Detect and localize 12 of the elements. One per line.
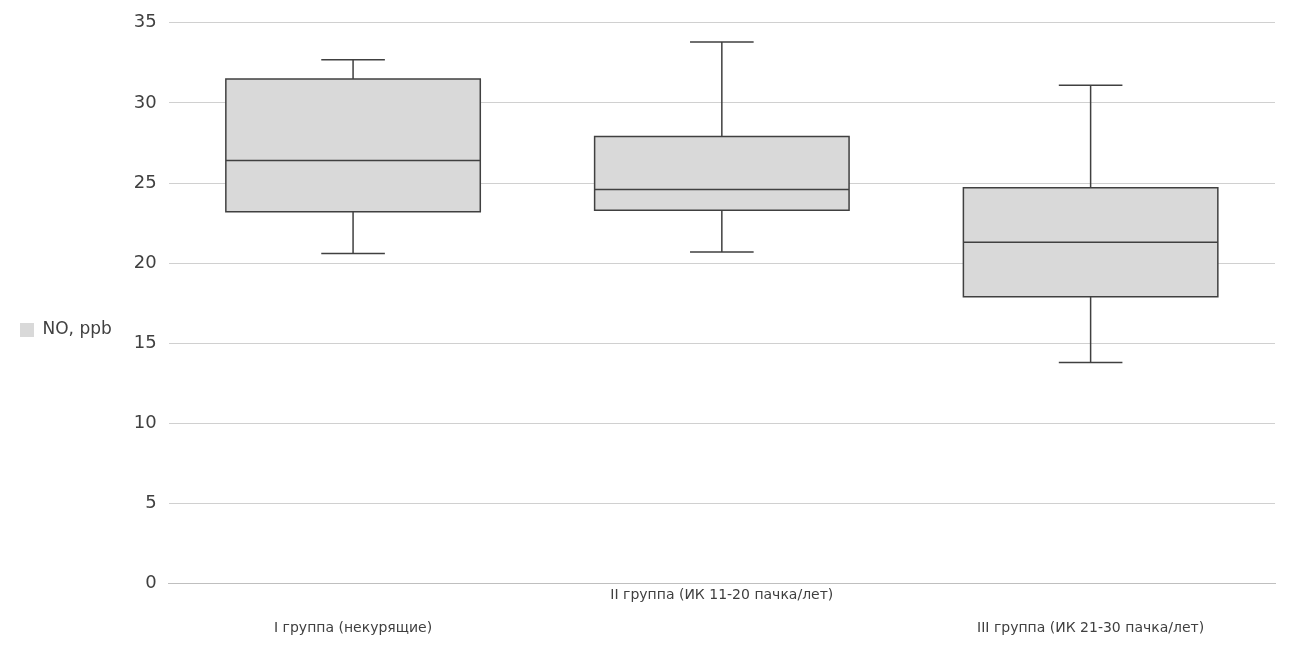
y-tick-label: 0	[145, 571, 157, 593]
y-tick-label: 15	[133, 330, 157, 352]
y-tick-label: 5	[145, 491, 157, 513]
y-tick-label: 25	[133, 170, 157, 192]
y-tick-label: 30	[133, 90, 157, 112]
x-tick-label: III группа (ИК 21-30 пачка/лет)	[977, 619, 1205, 636]
y-tick-label: 20	[133, 250, 157, 272]
y-tick-label: 10	[133, 411, 157, 433]
legend-label: NO, ppb	[42, 318, 112, 339]
x-tick-label: I группа (некурящие)	[274, 619, 433, 636]
x-tick-label: II группа (ИК 11-20 пачка/лет)	[610, 585, 834, 602]
y-tick-label: 35	[133, 10, 157, 32]
